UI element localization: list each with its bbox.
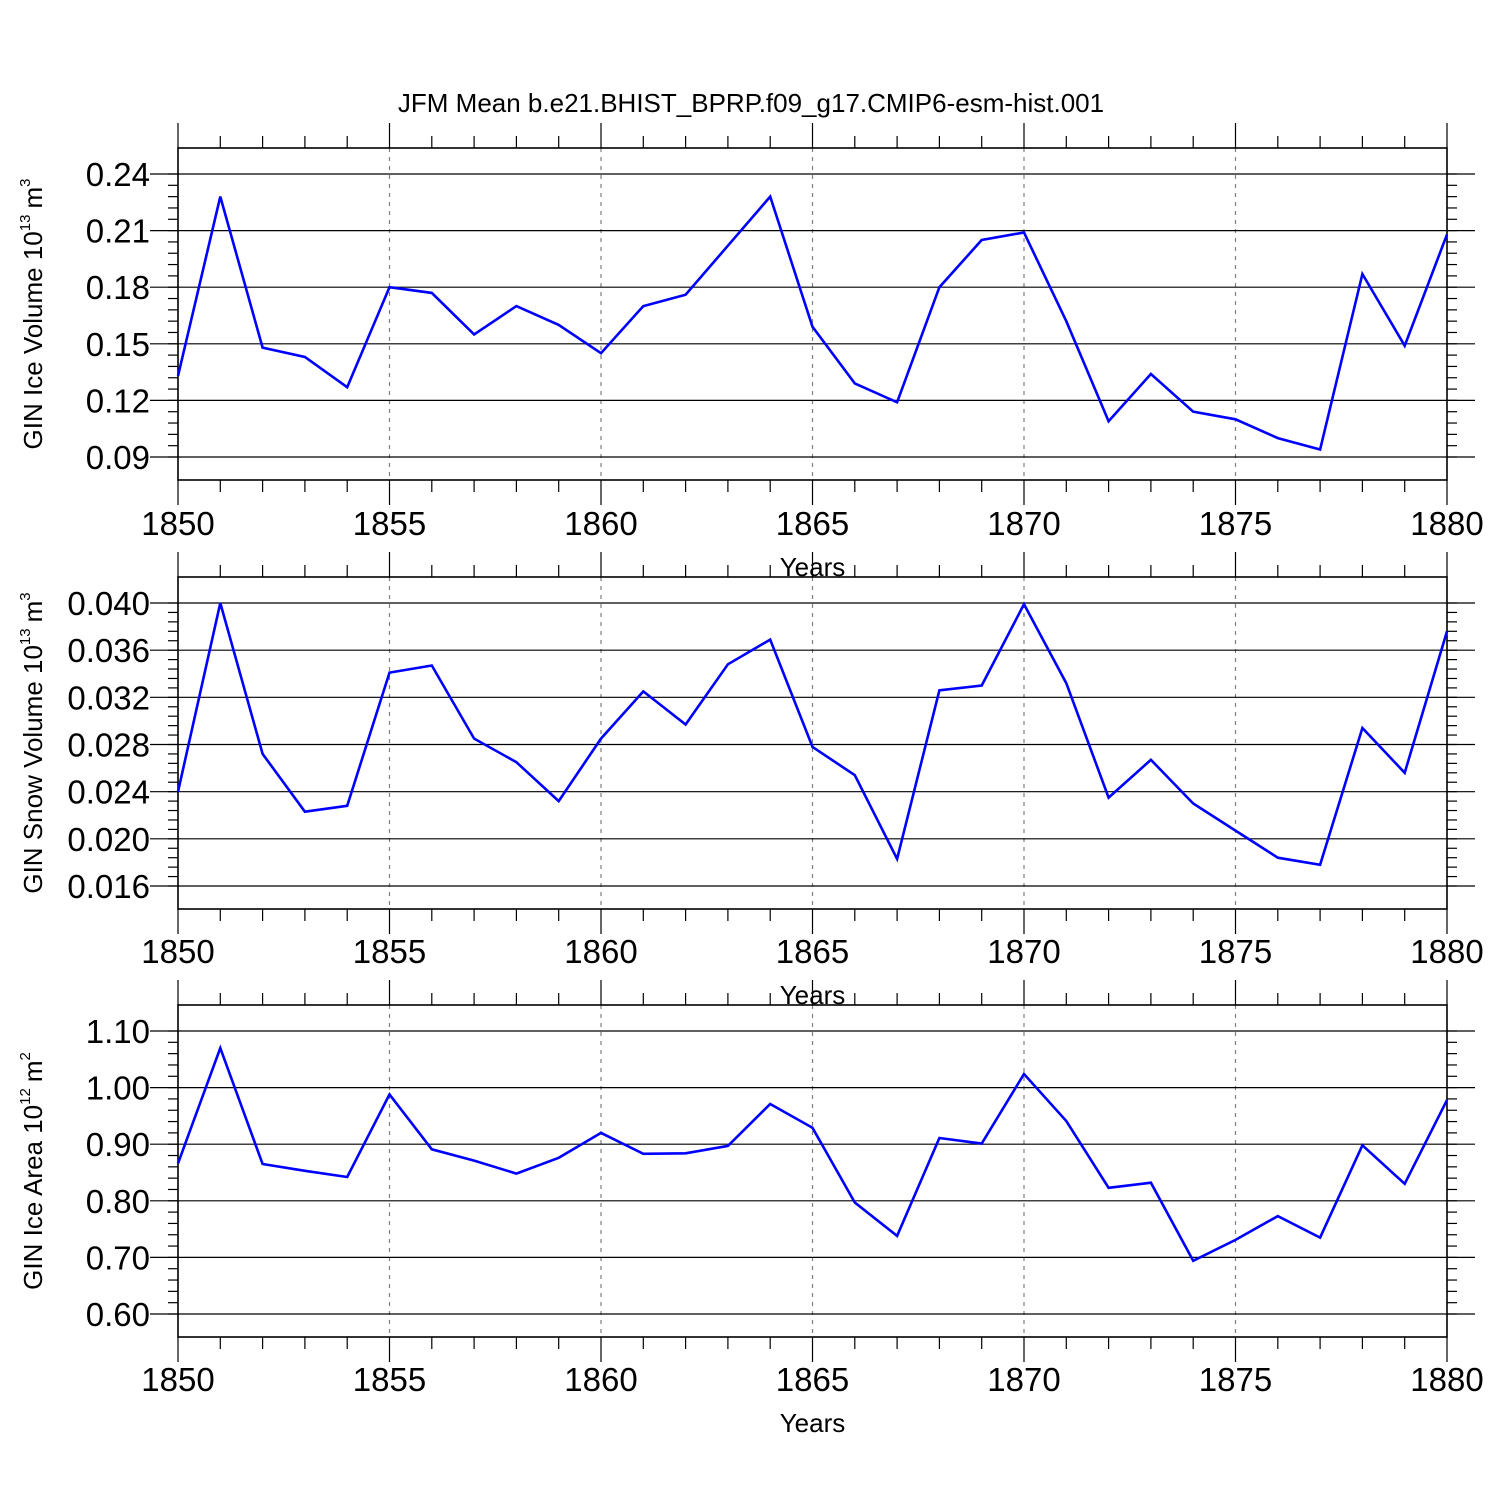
x-axis-label: Years bbox=[780, 1408, 846, 1438]
x-tick-label: 1875 bbox=[1199, 505, 1272, 542]
y-axis-label-unit-exponent: 3 bbox=[17, 179, 34, 187]
y-tick-label: 0.016 bbox=[67, 868, 150, 905]
x-tick-label: 1870 bbox=[987, 1361, 1060, 1398]
y-tick-label: 0.90 bbox=[86, 1126, 150, 1163]
y-tick-label: 0.12 bbox=[86, 382, 150, 419]
x-tick-label: 1850 bbox=[141, 933, 214, 970]
x-tick-label: 1860 bbox=[564, 1361, 637, 1398]
y-axis-label: GIN Ice Volume 1013 m3 bbox=[17, 179, 48, 450]
x-tick-label: 1855 bbox=[353, 1361, 426, 1398]
x-tick-label: 1865 bbox=[776, 505, 849, 542]
y-axis-label-unit: m bbox=[18, 187, 48, 209]
figure-title: JFM Mean b.e21.BHIST_BPRP.f09_g17.CMIP6-… bbox=[398, 88, 1104, 118]
y-axis-label-unit-exponent: 3 bbox=[17, 592, 34, 600]
x-tick-label: 1875 bbox=[1199, 1361, 1272, 1398]
x-tick-label: 1870 bbox=[987, 505, 1060, 542]
chart-panel-2: 1850 1855 1860 1865 1870 1875 1880 0.016 0.020 0.… bbox=[17, 552, 1484, 1010]
y-axis-label-unit: m bbox=[18, 601, 48, 623]
y-axis-label-exponent: 13 bbox=[17, 215, 34, 232]
y-tick-label: 0.040 bbox=[67, 585, 150, 622]
y-tick-label: 0.032 bbox=[67, 679, 150, 716]
y-tick-label: 1.00 bbox=[86, 1070, 150, 1107]
y-tick-label: 0.028 bbox=[67, 727, 150, 764]
x-tick-label: 1850 bbox=[141, 1361, 214, 1398]
y-tick-label: 0.80 bbox=[86, 1183, 150, 1220]
x-tick-label: 1880 bbox=[1410, 933, 1483, 970]
x-tick-label: 1865 bbox=[776, 1361, 849, 1398]
x-tick-label: 1870 bbox=[987, 933, 1060, 970]
x-tick-label: 1855 bbox=[353, 933, 426, 970]
y-axis-label: GIN Ice Area 1012 m2 bbox=[17, 1052, 48, 1290]
y-tick-label: 0.020 bbox=[67, 821, 150, 858]
y-axis-label-exponent: 13 bbox=[17, 628, 34, 645]
y-axis-label: GIN Snow Volume 1013 m3 bbox=[17, 592, 48, 893]
y-tick-label: 0.21 bbox=[86, 213, 150, 250]
y-tick-label: 0.024 bbox=[67, 774, 150, 811]
x-tick-label: 1850 bbox=[141, 505, 214, 542]
y-tick-label: 0.24 bbox=[86, 156, 150, 193]
x-tick-label: 1880 bbox=[1410, 505, 1483, 542]
series-line bbox=[176, 1044, 1449, 1263]
y-axis-label-unit: m bbox=[18, 1061, 48, 1083]
y-axis-label-prefix: GIN Ice Area 10 bbox=[18, 1105, 48, 1290]
y-tick-label: 1.10 bbox=[86, 1013, 150, 1050]
series-line bbox=[176, 601, 1449, 867]
y-axis-label-prefix: GIN Ice Volume 10 bbox=[18, 231, 48, 449]
chart-panel-1: 1850 1855 1860 1865 1870 1875 1880 0.09 0.12 0.15… bbox=[17, 123, 1484, 582]
y-tick-label: 0.036 bbox=[67, 632, 150, 669]
y-tick-label: 0.70 bbox=[86, 1239, 150, 1276]
y-tick-label: 0.60 bbox=[86, 1296, 150, 1333]
y-axis-label-prefix: GIN Snow Volume 10 bbox=[18, 645, 48, 894]
series-line bbox=[176, 194, 1449, 452]
x-tick-label: 1875 bbox=[1199, 933, 1272, 970]
chart-panel-3: 1850 1855 1860 1865 1870 1875 1880 0.60 0.70 0.80… bbox=[17, 980, 1484, 1438]
y-tick-label: 0.18 bbox=[86, 269, 150, 306]
x-tick-label: 1865 bbox=[776, 933, 849, 970]
panels: 1850 1855 1860 1865 1870 1875 1880 0.09 0.12 0.15… bbox=[17, 123, 1484, 1438]
y-tick-label: 0.15 bbox=[86, 326, 150, 363]
y-tick-label: 0.09 bbox=[86, 439, 150, 476]
x-tick-label: 1880 bbox=[1410, 1361, 1483, 1398]
y-axis-label-unit-exponent: 2 bbox=[17, 1052, 34, 1060]
x-tick-label: 1860 bbox=[564, 933, 637, 970]
y-axis-label-exponent: 12 bbox=[17, 1088, 34, 1105]
x-tick-label: 1860 bbox=[564, 505, 637, 542]
x-tick-label: 1855 bbox=[353, 505, 426, 542]
